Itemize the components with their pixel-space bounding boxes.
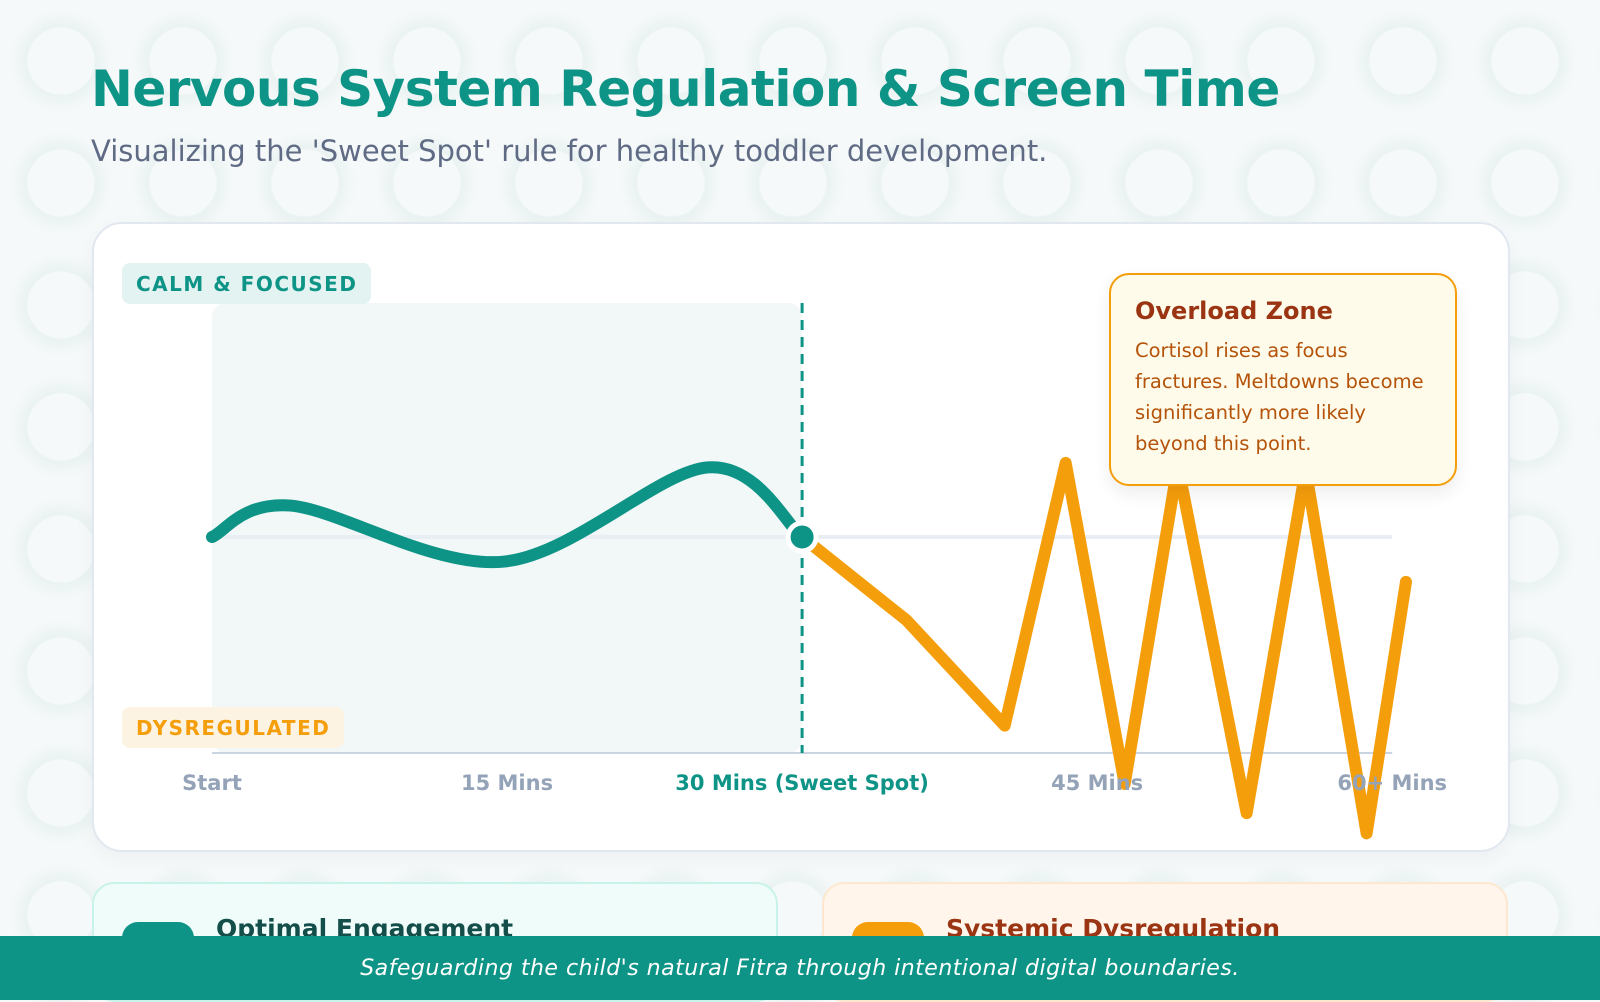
tooltip-body: Cortisol rises as focus fractures. Meltd… bbox=[1135, 339, 1424, 455]
x-tick-label: 45 Mins bbox=[1051, 771, 1144, 795]
overload-zone-tooltip: Overload Zone Cortisol rises as focus fr… bbox=[1109, 273, 1457, 486]
page-title: Nervous System Regulation & Screen Time bbox=[91, 60, 1280, 118]
regulated-series-line bbox=[206, 461, 809, 569]
x-tick-label: 60+ Mins bbox=[1337, 771, 1448, 795]
x-tick-label: Start bbox=[182, 771, 242, 795]
dysregulated-label: DYSREGULATED bbox=[122, 707, 345, 748]
sweet-spot-marker bbox=[785, 520, 819, 554]
sweet-spot-region bbox=[212, 303, 803, 753]
page-subtitle: Visualizing the 'Sweet Spot' rule for he… bbox=[91, 134, 1048, 168]
tooltip-title: Overload Zone bbox=[1135, 297, 1333, 325]
x-tick-label: 15 Mins bbox=[461, 771, 554, 795]
x-tick-label: 30 Mins (Sweet Spot) bbox=[675, 771, 929, 795]
overload-series-line bbox=[796, 456, 1412, 840]
calm-focused-label: CALM & FOCUSED bbox=[122, 263, 372, 304]
footer-banner: Safeguarding the child's natural Fitra t… bbox=[0, 936, 1600, 1000]
